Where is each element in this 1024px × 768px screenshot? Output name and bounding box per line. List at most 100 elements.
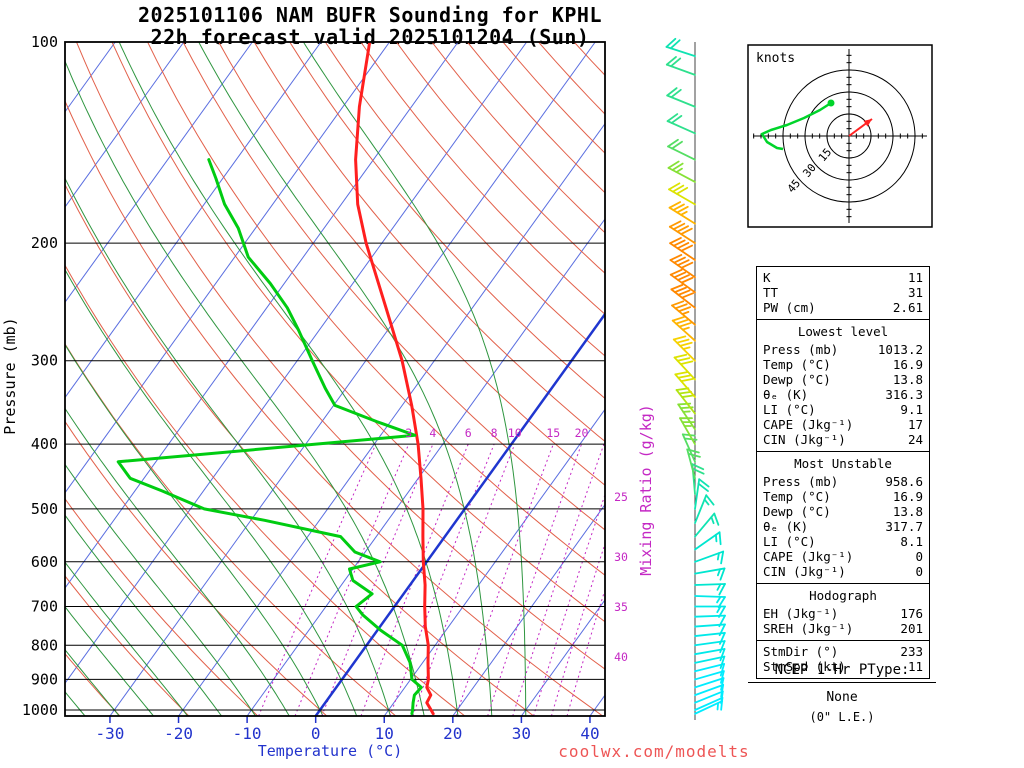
stat-label: StmSpd (kt) xyxy=(763,659,846,674)
svg-text:20: 20 xyxy=(443,724,462,743)
stats-section-header: Most Unstable xyxy=(794,456,892,471)
stat-label: LI (°C) xyxy=(763,402,816,417)
svg-text:600: 600 xyxy=(31,553,58,571)
stat-row: CIN (Jkg⁻¹) 0 xyxy=(763,564,923,579)
stat-value: 11 xyxy=(907,270,923,285)
axis-labels: 3 4 6 8 10 15 20253035401002003004005006007008… xyxy=(22,33,628,743)
svg-text:10: 10 xyxy=(375,724,394,743)
stat-row: K 11 xyxy=(763,270,923,285)
stat-label: TT xyxy=(763,285,779,300)
stat-value: 1013.2 xyxy=(877,342,923,357)
stats-panel: K 11 TT 31 PW (cm) 2.61 Lowest level Press (mb)… xyxy=(756,266,930,679)
stat-label: SREH (Jkg⁻¹) xyxy=(763,621,854,636)
svg-text:-10: -10 xyxy=(233,724,262,743)
svg-text:3: 3 xyxy=(405,426,412,440)
svg-text:800: 800 xyxy=(31,636,58,654)
stats-section: Hodograph EH (Jkg⁻¹) 176 SREH (Jkg⁻¹) 201 xyxy=(757,583,929,640)
stat-row: CAPE (Jkg⁻¹) 17 xyxy=(763,417,923,432)
pressure-grid-lines xyxy=(65,41,605,711)
stat-value: 201 xyxy=(900,621,923,636)
hodograph-trace xyxy=(760,101,832,151)
svg-text:30: 30 xyxy=(512,724,531,743)
stat-row: θₑ (K) 317.7 xyxy=(763,519,923,534)
hodograph-knots-label: knots xyxy=(756,51,795,66)
stats-section: StmDir (°) 233 StmSpd (kt) 11 xyxy=(757,640,929,678)
stat-label: CAPE (Jkg⁻¹) xyxy=(763,417,854,432)
stat-label: θₑ (K) xyxy=(763,519,809,534)
stat-label: Dewp (°C) xyxy=(763,504,831,519)
svg-text:10: 10 xyxy=(508,426,522,440)
stat-label: Temp (°C) xyxy=(763,489,831,504)
stat-row: Temp (°C) 16.9 xyxy=(763,489,923,504)
svg-text:40: 40 xyxy=(580,724,599,743)
watermark: coolwx.com/modelts xyxy=(558,742,749,761)
stat-row: EH (Jkg⁻¹) 176 xyxy=(763,606,923,621)
svg-text:-20: -20 xyxy=(164,724,193,743)
stat-row: StmDir (°) 233 xyxy=(763,644,923,659)
skewt-background-lines xyxy=(65,42,605,716)
svg-text:1000: 1000 xyxy=(22,701,58,719)
stat-row: Dewp (°C) 13.8 xyxy=(763,372,923,387)
stat-value: 176 xyxy=(900,606,923,621)
svg-text:-30: -30 xyxy=(96,724,125,743)
stats-section: Most Unstable Press (mb) 958.6 Temp (°C) 16.… xyxy=(757,451,929,583)
ptype-panel: NCEP 1-Hr PType: None (0" L.E.) xyxy=(748,662,936,724)
stat-value: 958.6 xyxy=(885,474,923,489)
stat-label: CIN (Jkg⁻¹) xyxy=(763,432,846,447)
stat-value: 13.8 xyxy=(892,504,923,519)
svg-text:500: 500 xyxy=(31,500,58,518)
stat-row: LI (°C) 9.1 xyxy=(763,402,923,417)
mixing-ratio-axis-label: Mixing Ratio (g/kg) xyxy=(637,404,655,576)
stat-value: 0 xyxy=(915,549,923,564)
page-title: 2025101106 NAM BUFR Sounding for KPHL xyxy=(137,3,603,27)
stat-row: CIN (Jkg⁻¹) 24 xyxy=(763,432,923,447)
stat-value: 16.9 xyxy=(892,357,923,372)
svg-text:700: 700 xyxy=(31,598,58,616)
stat-value: 16.9 xyxy=(892,489,923,504)
ptype-value: None xyxy=(826,690,858,705)
stat-label: Press (mb) xyxy=(763,342,839,357)
stat-label: LI (°C) xyxy=(763,534,816,549)
stat-value: 13.8 xyxy=(892,372,923,387)
stat-row: Temp (°C) 16.9 xyxy=(763,357,923,372)
stat-row: SREH (Jkg⁻¹) 201 xyxy=(763,621,923,636)
stat-row: TT 31 xyxy=(763,285,923,300)
stat-label: θₑ (K) xyxy=(763,387,809,402)
ptype-extra: (0" L.E.) xyxy=(809,710,875,724)
sounding-profiles xyxy=(116,42,435,716)
svg-text:4: 4 xyxy=(429,426,436,440)
stat-value: 24 xyxy=(907,432,923,447)
svg-text:20: 20 xyxy=(575,426,589,440)
stat-label: Press (mb) xyxy=(763,474,839,489)
svg-text:35: 35 xyxy=(614,600,628,614)
svg-text:300: 300 xyxy=(31,352,58,370)
stat-value: 0 xyxy=(915,564,923,579)
stat-value: 233 xyxy=(900,644,923,659)
stat-label: K xyxy=(763,270,771,285)
wind-barb-column xyxy=(665,37,726,720)
stat-value: 17 xyxy=(907,417,923,432)
stat-value: 316.3 xyxy=(885,387,923,402)
stats-section: K 11 TT 31 PW (cm) 2.61 xyxy=(757,267,929,319)
stat-value: 31 xyxy=(907,285,923,300)
stats-section-header: Lowest level xyxy=(797,324,889,339)
stat-label: StmDir (°) xyxy=(763,644,839,659)
stat-label: EH (Jkg⁻¹) xyxy=(763,606,839,621)
svg-text:900: 900 xyxy=(31,670,58,688)
svg-text:400: 400 xyxy=(31,435,58,453)
svg-text:40: 40 xyxy=(614,650,628,664)
svg-text:200: 200 xyxy=(31,234,58,252)
temperature-profile xyxy=(354,42,435,716)
temperature-axis-label: Temperature (°C) xyxy=(258,742,403,760)
dewpoint-profile xyxy=(116,158,423,716)
svg-text:8: 8 xyxy=(491,426,498,440)
stat-value: 11 xyxy=(907,659,923,674)
stat-row: CAPE (Jkg⁻¹) 0 xyxy=(763,549,923,564)
stat-value: 8.1 xyxy=(900,534,923,549)
stats-section: Lowest level Press (mb) 1013.2 Temp (°C) 16.… xyxy=(757,319,929,451)
svg-text:15: 15 xyxy=(546,426,560,440)
stat-label: Dewp (°C) xyxy=(763,372,831,387)
